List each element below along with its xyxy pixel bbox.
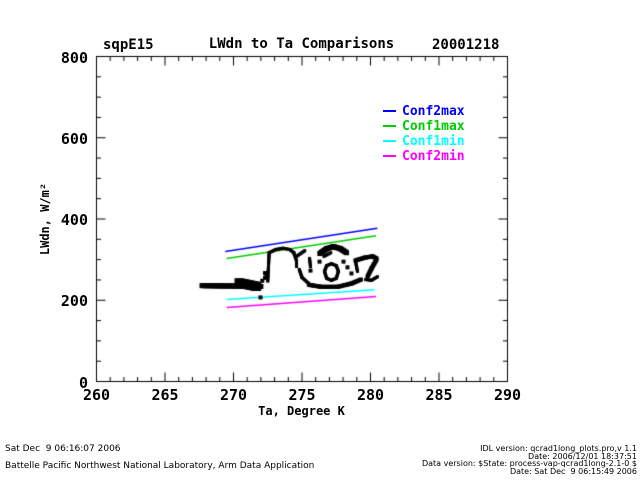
y-tick-label: 600 xyxy=(60,129,88,148)
legend-label-conf1max: Conf1max xyxy=(402,119,465,134)
y-tick-label: 400 xyxy=(60,211,88,229)
station-label: sqpE15 xyxy=(103,37,154,53)
conf2max-line-swatch xyxy=(383,110,396,112)
conf2min-line-swatch xyxy=(383,155,396,157)
x-tick-label: 260 xyxy=(82,386,111,404)
footer-lab-credit: Battelle Pacific Northwest National Labo… xyxy=(5,461,315,471)
footer-idl-version: IDL version: qcrad1long_plots.pro,v 1.1 xyxy=(480,444,637,453)
page-title: LWdn to Ta Comparisons xyxy=(208,36,395,52)
x-tick-label: 285 xyxy=(425,386,453,404)
footer-data-version: Data version: $State: process-vap-qcrad1… xyxy=(421,459,637,468)
date-label: 20001218 xyxy=(432,37,500,53)
legend-label-conf2max: Conf2max xyxy=(402,104,465,119)
footer-run-timestamp: Sat Dec 9 06:16:07 2006 xyxy=(5,444,121,454)
y-tick-label: 0 xyxy=(78,373,88,392)
footer-idl-date: Date: 2006/12/01 18:37:51 xyxy=(528,451,637,461)
x-tick-label: 270 xyxy=(219,386,248,404)
footer-data-date: Date: Sat Dec 9 06:15:49 2006 xyxy=(509,466,637,476)
legend-label-conf1min: Conf1min xyxy=(402,134,465,149)
y-tick-label: 800 xyxy=(60,48,88,67)
legend-label-conf2min: Conf2min xyxy=(402,149,465,164)
x-tick-label: 275 xyxy=(288,386,316,404)
x-tick-label: 280 xyxy=(356,386,385,404)
x-axis-title: Ta, Degree K xyxy=(258,404,345,418)
x-tick-label: 265 xyxy=(151,386,179,404)
conf1min-line-swatch xyxy=(383,140,396,142)
x-tick-label: 290 xyxy=(493,386,522,404)
y-tick-label: 200 xyxy=(60,292,88,311)
conf1max-line-swatch xyxy=(383,125,396,127)
